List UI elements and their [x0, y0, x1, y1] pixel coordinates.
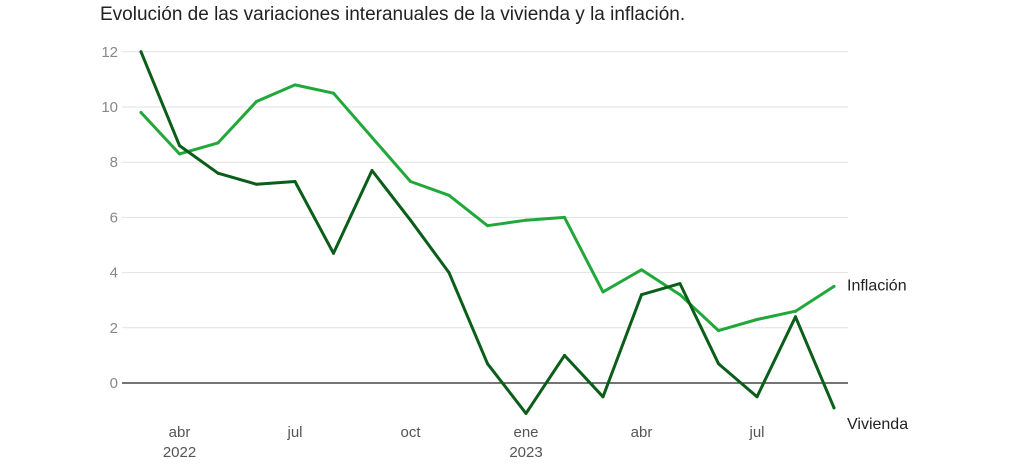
data-point	[255, 182, 258, 186]
x-tick-label: abr	[169, 424, 191, 441]
data-point	[409, 218, 412, 222]
x-tick-year-label: 2023	[509, 444, 542, 461]
series-label-inflacion: Inflación	[847, 277, 907, 294]
series-label-vivienda: Vivienda	[847, 416, 908, 433]
data-point	[601, 395, 605, 399]
data-point	[601, 290, 605, 294]
data-point	[794, 309, 797, 313]
y-tick-label: 4	[110, 265, 118, 282]
data-point	[717, 329, 720, 333]
data-point	[678, 293, 682, 297]
data-point	[370, 135, 374, 139]
data-point	[486, 362, 489, 366]
x-axis-ticks: abr 2022 jul oct ene 2023 abr jul	[163, 424, 765, 461]
y-tick-label: 12	[101, 44, 118, 61]
x-tick-label: ene	[513, 424, 538, 441]
data-point	[678, 282, 682, 286]
chart-title: Evolución de las variaciones interanuale…	[100, 4, 686, 25]
data-point	[563, 353, 566, 357]
data-point	[755, 395, 759, 399]
series-labels: Inflación Vivienda	[847, 277, 908, 432]
x-tick-label: jul	[748, 424, 764, 441]
series-line-vivienda	[139, 50, 836, 415]
data-point	[178, 144, 181, 148]
y-tick-label: 0	[110, 375, 118, 392]
data-point	[293, 180, 297, 184]
data-point	[640, 268, 643, 272]
series-line-inflacion	[139, 83, 836, 333]
data-point	[832, 284, 836, 288]
data-point	[409, 180, 412, 184]
grid-lines	[122, 51, 848, 384]
data-point	[216, 141, 220, 145]
data-point	[755, 318, 759, 322]
x-tick-year-label: 2022	[163, 444, 196, 461]
data-point	[832, 406, 836, 410]
data-point	[524, 218, 528, 222]
data-point	[717, 362, 720, 366]
data-point	[563, 215, 566, 219]
data-point	[640, 293, 643, 297]
series-lines	[139, 50, 836, 415]
data-point	[794, 315, 797, 319]
y-tick-label: 10	[101, 99, 118, 116]
y-axis-ticks: 0 2 4 6 8 10 12	[101, 44, 118, 392]
data-point	[332, 251, 335, 255]
data-point	[255, 99, 258, 103]
x-tick-label: oct	[400, 424, 421, 441]
data-point	[486, 224, 489, 228]
x-tick-label: jul	[286, 424, 302, 441]
data-point	[447, 193, 451, 197]
y-tick-label: 8	[110, 154, 118, 171]
data-point	[139, 111, 143, 115]
x-tick-label: abr	[631, 424, 653, 441]
data-point	[293, 83, 297, 87]
data-point	[139, 50, 143, 54]
data-point	[370, 168, 374, 172]
data-point	[447, 271, 451, 275]
y-tick-label: 2	[110, 320, 118, 337]
data-point	[524, 411, 528, 415]
data-point	[332, 91, 335, 95]
data-point	[216, 171, 220, 175]
data-point	[178, 152, 181, 156]
y-tick-label: 6	[110, 209, 118, 226]
